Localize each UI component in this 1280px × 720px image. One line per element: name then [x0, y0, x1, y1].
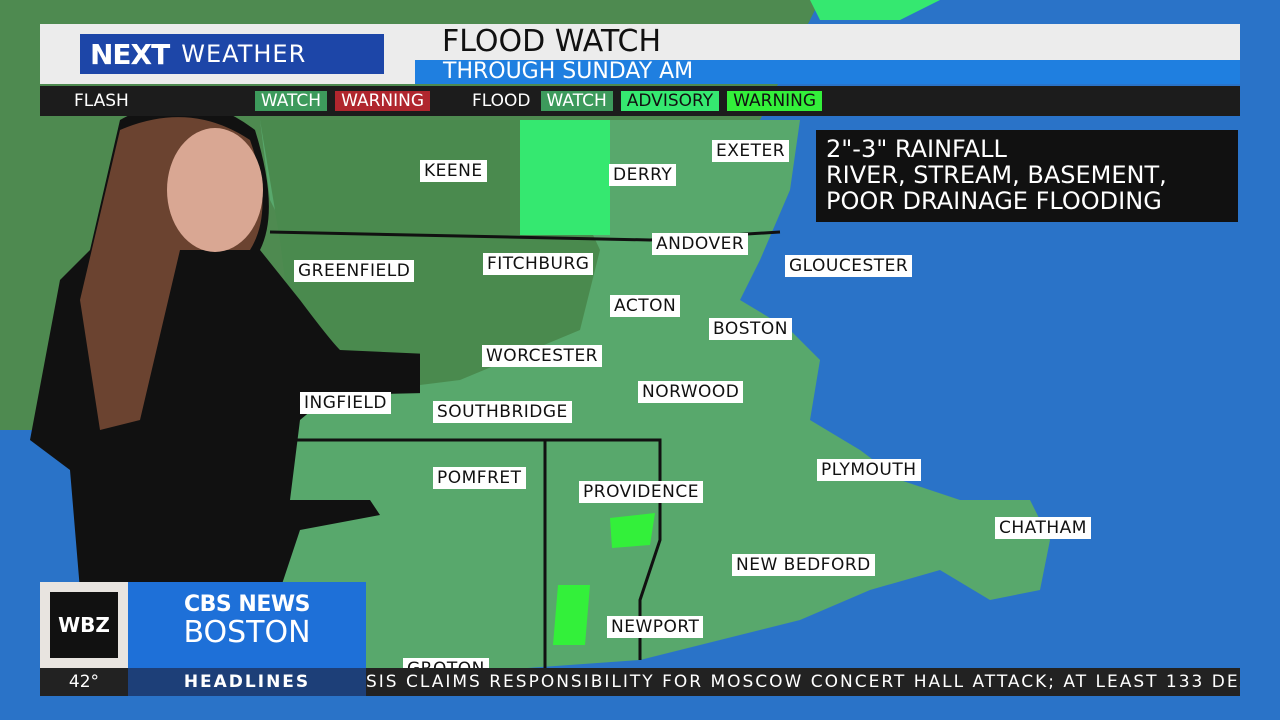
headline-title: FLOOD WATCH: [442, 24, 662, 59]
legend-flood-watch: WATCH: [540, 91, 613, 111]
legend-flood-label: FLOOD: [472, 91, 531, 111]
city-label: GROTON: [403, 658, 489, 670]
legend-flood-warning: WARNING: [727, 91, 823, 111]
next-weather-logo: NEXT WEATHER: [80, 34, 384, 74]
city-name: BOSTON: [183, 615, 311, 650]
city-label: BOSTON: [709, 318, 793, 340]
city-label: NEW BEDFORD: [732, 554, 875, 576]
city-label: WORCESTER: [482, 345, 602, 367]
city-label: ACTON: [610, 295, 681, 317]
logo-weather: WEATHER: [181, 40, 307, 68]
legend-flash-warning: WARNING: [335, 91, 431, 111]
ticker-section: HEADLINES: [128, 668, 366, 696]
alert-legend: FLASH WATCH WARNING FLOOD WATCH ADVISORY…: [40, 86, 1240, 116]
header-banner: NEXT WEATHER FLOOD WATCH THROUGH SUNDAY …: [40, 24, 1240, 84]
temperature: 42°: [68, 672, 100, 692]
city-label: EXETER: [712, 140, 790, 162]
city-label: KEENE: [420, 160, 487, 182]
meteorologist: [30, 102, 420, 590]
advisory-area-nh: [810, 0, 940, 20]
legend-flash-watch: WATCH: [254, 91, 328, 111]
info-line: 2"-3" RAINFALL: [826, 135, 1007, 163]
advisory-area: [520, 120, 610, 235]
logo-next: NEXT: [90, 37, 170, 71]
city-label: ANDOVER: [652, 233, 749, 255]
city-label: POMFRET: [433, 467, 526, 489]
headline-subtitle: THROUGH SUNDAY AM: [415, 60, 1240, 84]
warning-area-ri: [610, 513, 655, 548]
city-label: NORWOOD: [638, 381, 744, 403]
info-line: POOR DRAINAGE FLOODING: [826, 187, 1162, 215]
city-label: PROVIDENCE: [579, 481, 703, 503]
city-label: SOUTHBRIDGE: [433, 401, 572, 423]
city-label: CHATHAM: [995, 517, 1091, 539]
ticker-crawl: SIS CLAIMS RESPONSIBILITY FOR MOSCOW CON…: [366, 672, 1240, 692]
city-label: DERRY: [609, 164, 677, 186]
city-label: INGFIELD: [300, 392, 391, 414]
land-terrain-west: [260, 120, 600, 400]
city-label: GREENFIELD: [294, 260, 415, 282]
city-label: PLYMOUTH: [817, 459, 921, 481]
wbz-text: WBZ: [50, 592, 118, 658]
news-ticker: 42° HEADLINES SIS CLAIMS RESPONSIBILITY …: [40, 668, 1240, 696]
rainfall-info-box: 2"-3" RAINFALL RIVER, STREAM, BASEMENT, …: [816, 130, 1238, 222]
network-name: CBS NEWS: [184, 592, 310, 617]
cbs-news-boston-logo: CBS NEWS BOSTON: [128, 582, 366, 668]
city-label: FITCHBURG: [483, 253, 594, 275]
legend-flash-label: FLASH: [74, 91, 129, 111]
city-label: GLOUCESTER: [785, 255, 913, 277]
wbz-logo: WBZ: [40, 582, 128, 668]
city-label: NEWPORT: [607, 616, 704, 638]
legend-flood-advisory: ADVISORY: [620, 91, 720, 111]
info-line: RIVER, STREAM, BASEMENT,: [826, 161, 1167, 189]
warning-area: [553, 585, 590, 645]
